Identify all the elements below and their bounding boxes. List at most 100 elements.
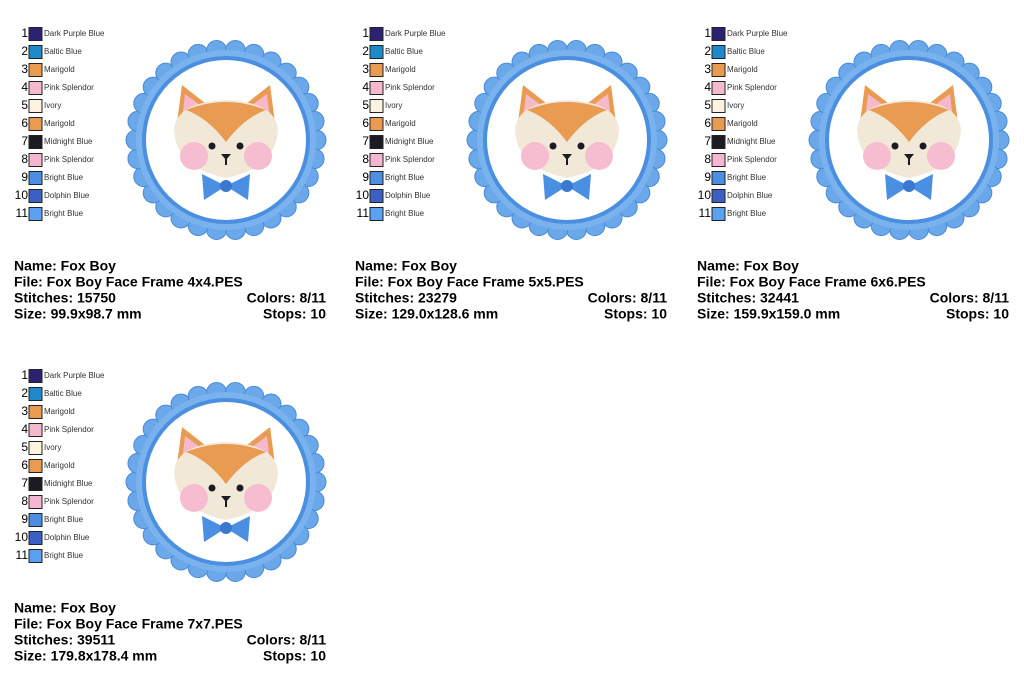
bow-knot	[220, 522, 232, 534]
design-card: 1 Dark Purple Blue 2 Baltic Blue 3 Marigold 4 P…	[14, 26, 327, 322]
color-number: 8	[21, 494, 28, 508]
eye	[577, 142, 585, 150]
color-number: 8	[362, 152, 369, 166]
color-number: 1	[704, 26, 711, 40]
color-name: Dark Purple Blue	[727, 29, 788, 38]
design-card: 1 Dark Purple Blue 2 Baltic Blue 3 Marigold 4 P…	[697, 26, 1010, 322]
color-name: Marigold	[385, 65, 416, 74]
color-swatch	[28, 45, 43, 59]
color-name: Bright Blue	[385, 209, 425, 218]
color-number: 8	[704, 152, 711, 166]
color-number: 1	[21, 26, 28, 40]
color-swatch	[369, 207, 384, 221]
color-name: Bright Blue	[44, 209, 84, 218]
color-number: 5	[21, 440, 28, 454]
color-name: Ivory	[727, 101, 744, 110]
stitches: Stitches: 32441	[697, 290, 799, 306]
color-name: Baltic Blue	[727, 47, 765, 56]
head-top	[186, 444, 266, 484]
color-name: Pink Splendor	[727, 83, 777, 92]
color-name: Midnight Blue	[44, 479, 93, 488]
head-top	[869, 102, 949, 142]
stitches: Stitches: 23279	[355, 290, 457, 306]
color-swatch	[369, 63, 384, 77]
color-number: 7	[362, 134, 369, 148]
color-name: Bright Blue	[44, 551, 84, 560]
color-swatch	[28, 81, 43, 95]
color-swatch	[711, 27, 726, 41]
color-swatch	[28, 207, 43, 221]
color-number: 4	[21, 80, 28, 94]
color-number: 4	[362, 80, 369, 94]
color-name: Pink Splendor	[44, 497, 94, 506]
design-name: Name: Fox Boy	[355, 258, 457, 274]
color-swatch	[711, 117, 726, 131]
colors-count: Colors: 8/11	[247, 632, 327, 648]
cheek	[863, 142, 891, 170]
bow-knot	[903, 180, 915, 192]
color-swatch	[28, 387, 43, 401]
color-swatch	[711, 171, 726, 185]
color-number: 6	[21, 458, 28, 472]
stitches: Stitches: 39511	[14, 632, 115, 648]
color-name: Dolphin Blue	[44, 191, 90, 200]
bow-knot	[220, 180, 232, 192]
colors-count: Colors: 8/11	[247, 290, 327, 306]
color-number: 7	[21, 134, 28, 148]
color-number: 2	[704, 44, 711, 58]
color-swatch	[369, 81, 384, 95]
color-swatch	[369, 99, 384, 113]
color-name: Dolphin Blue	[44, 533, 90, 542]
bow-knot	[561, 180, 573, 192]
head-top	[527, 102, 607, 142]
nose	[221, 496, 231, 507]
stops: Stops: 10	[946, 306, 1009, 322]
color-swatch	[28, 27, 43, 41]
color-name: Midnight Blue	[727, 137, 776, 146]
bow	[202, 516, 250, 542]
color-number: 5	[362, 98, 369, 112]
color-swatch	[369, 171, 384, 185]
color-number: 3	[704, 62, 711, 76]
bow	[202, 174, 250, 200]
color-swatch	[369, 117, 384, 131]
color-name: Pink Splendor	[385, 155, 435, 164]
color-swatch	[28, 369, 43, 383]
color-swatch	[28, 477, 43, 491]
color-swatch	[711, 99, 726, 113]
color-number: 1	[21, 368, 28, 382]
eye	[236, 484, 244, 492]
color-number: 11	[699, 206, 712, 220]
eye	[549, 142, 557, 150]
size: Size: 159.9x159.0 mm	[697, 306, 840, 322]
color-swatch	[28, 531, 43, 545]
design-card: 1 Dark Purple Blue 2 Baltic Blue 3 Marigold 4 P…	[14, 368, 327, 664]
color-number: 2	[21, 386, 28, 400]
color-number: 2	[21, 44, 28, 58]
file-name: File: Fox Boy Face Frame 5x5.PES	[355, 274, 584, 290]
bow	[885, 174, 933, 200]
color-swatch	[28, 549, 43, 563]
eye	[236, 142, 244, 150]
nose	[904, 154, 914, 165]
color-swatch	[28, 459, 43, 473]
color-name: Pink Splendor	[385, 83, 435, 92]
color-number: 5	[21, 98, 28, 112]
color-number: 10	[698, 188, 712, 202]
color-number: 5	[704, 98, 711, 112]
design-card: 1 Dark Purple Blue 2 Baltic Blue 3 Marigold 4 P…	[355, 26, 668, 322]
color-number: 6	[21, 116, 28, 130]
color-swatch	[28, 405, 43, 419]
color-name: Baltic Blue	[44, 389, 82, 398]
color-name: Baltic Blue	[44, 47, 82, 56]
color-swatch	[711, 135, 726, 149]
color-name: Marigold	[44, 407, 75, 416]
color-name: Marigold	[44, 65, 75, 74]
color-name: Bright Blue	[727, 173, 767, 182]
stitches: Stitches: 15750	[14, 290, 116, 306]
color-name: Marigold	[727, 65, 758, 74]
color-swatch	[711, 189, 726, 203]
color-swatch	[28, 117, 43, 131]
color-name: Dolphin Blue	[727, 191, 773, 200]
size: Size: 129.0x128.6 mm	[355, 306, 498, 322]
